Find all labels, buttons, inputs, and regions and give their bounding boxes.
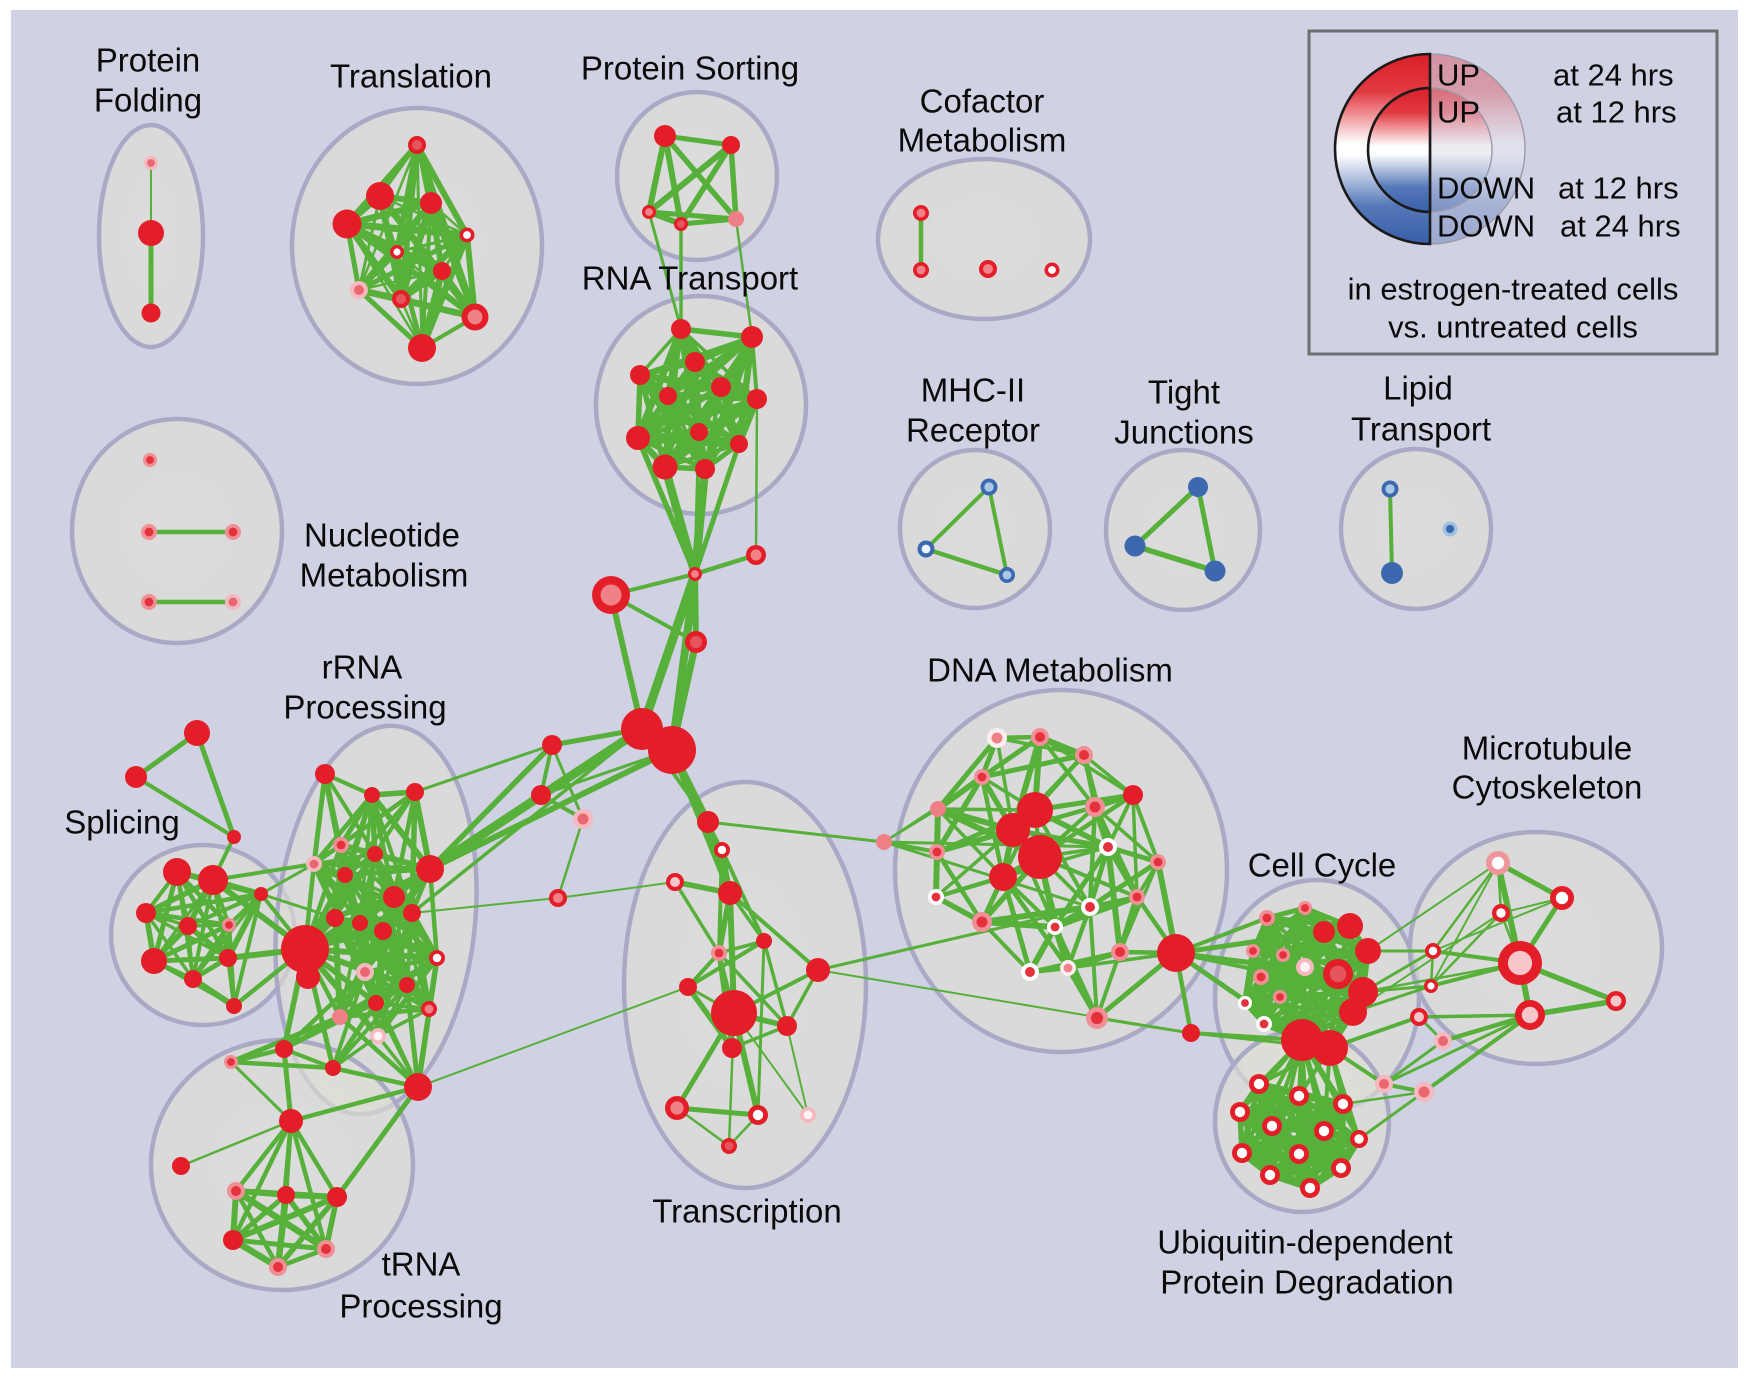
svg-text:tRNA: tRNA [382, 1246, 461, 1283]
svg-text:Protein Degradation: Protein Degradation [1160, 1264, 1454, 1301]
svg-text:at 12 hrs: at 12 hrs [1556, 95, 1677, 130]
svg-text:in estrogen-treated cells: in estrogen-treated cells [1348, 272, 1679, 307]
svg-text:at 24 hrs: at 24 hrs [1553, 58, 1674, 93]
svg-text:Transport: Transport [1351, 411, 1491, 448]
svg-text:DOWN: DOWN [1437, 209, 1535, 244]
svg-text:Ubiquitin-dependent: Ubiquitin-dependent [1157, 1224, 1452, 1261]
svg-text:DNA Metabolism: DNA Metabolism [927, 652, 1173, 689]
svg-text:DOWN: DOWN [1437, 171, 1535, 206]
svg-text:Cell Cycle: Cell Cycle [1248, 847, 1397, 884]
svg-text:MHC-II: MHC-II [921, 372, 1025, 409]
svg-text:Lipid: Lipid [1383, 370, 1453, 407]
svg-text:Protein: Protein [96, 42, 201, 79]
svg-text:vs. untreated cells: vs. untreated cells [1388, 310, 1638, 345]
svg-text:Receptor: Receptor [906, 412, 1040, 449]
svg-text:Protein Sorting: Protein Sorting [581, 50, 799, 87]
svg-text:Translation: Translation [330, 58, 492, 95]
svg-text:Microtubule: Microtubule [1462, 730, 1633, 767]
svg-text:Folding: Folding [94, 82, 202, 119]
svg-text:Processing: Processing [283, 689, 446, 726]
svg-text:Junctions: Junctions [1114, 414, 1253, 451]
svg-text:at 24 hrs: at 24 hrs [1560, 209, 1681, 244]
svg-text:Metabolism: Metabolism [898, 122, 1067, 159]
svg-text:UP: UP [1437, 58, 1480, 93]
svg-text:Transcription: Transcription [652, 1193, 842, 1230]
svg-text:Tight: Tight [1148, 374, 1220, 411]
svg-text:Nucleotide: Nucleotide [304, 517, 460, 554]
svg-text:Cofactor: Cofactor [920, 83, 1045, 120]
svg-text:UP: UP [1437, 95, 1480, 130]
svg-text:Processing: Processing [339, 1288, 502, 1325]
svg-text:RNA Transport: RNA Transport [582, 260, 798, 297]
svg-text:Metabolism: Metabolism [300, 557, 469, 594]
svg-text:Cytoskeleton: Cytoskeleton [1452, 769, 1643, 806]
svg-text:Splicing: Splicing [64, 804, 180, 841]
svg-text:rRNA: rRNA [322, 649, 403, 686]
svg-text:at 12 hrs: at 12 hrs [1558, 171, 1679, 206]
